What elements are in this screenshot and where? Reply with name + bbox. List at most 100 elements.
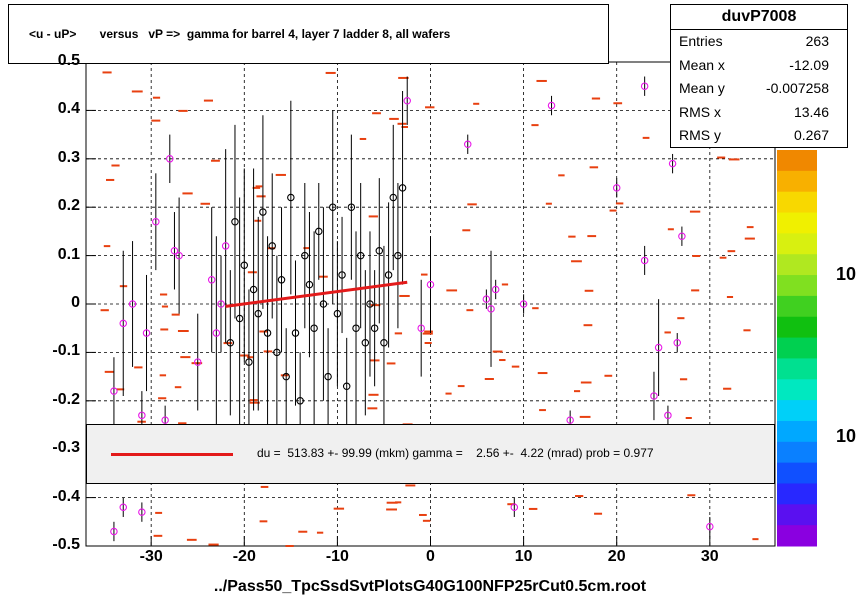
data-point <box>273 348 281 357</box>
data-point <box>612 184 621 192</box>
y-tick-label: 0.4 <box>57 100 80 118</box>
palette-cell <box>777 379 817 401</box>
data-point <box>110 387 118 395</box>
palette-cell <box>777 337 817 359</box>
palette-cell <box>777 233 817 255</box>
data-point <box>263 329 272 337</box>
palette-cell <box>777 525 817 547</box>
x-tick-label: 0 <box>426 548 435 565</box>
palette-cell <box>777 275 817 297</box>
legend-fit-text: du = 513.83 +- 99.99 (mkm) gamma = 2.56 … <box>257 446 654 460</box>
palette-cell <box>777 400 817 422</box>
data-point <box>110 527 118 536</box>
y-tick-label: 0.3 <box>57 148 80 166</box>
stats-key: Mean x <box>679 56 725 73</box>
data-point <box>319 300 328 308</box>
y-tick-label: -0.3 <box>52 439 80 457</box>
fit-legend: du = 513.83 +- 99.99 (mkm) gamma = 2.56 … <box>86 424 775 484</box>
data-point <box>170 247 179 255</box>
palette-cell <box>777 191 817 214</box>
x-axis-title: ../Pass50_TpcSsdSvtPlotsG40G100NFP25rCut… <box>213 578 647 595</box>
data-point <box>277 276 286 284</box>
x-tick-label: 10 <box>514 548 533 565</box>
data-point <box>296 397 304 405</box>
stats-key: Entries <box>679 33 723 49</box>
stats-key: Mean y <box>679 80 725 96</box>
data-point <box>361 338 370 347</box>
data-point <box>678 232 686 240</box>
x-tick-label: 30 <box>700 548 719 565</box>
data-point <box>640 82 649 90</box>
data-point <box>119 503 127 512</box>
y-tick-label: 0.5 <box>57 52 80 69</box>
data-point <box>221 242 230 250</box>
data-point <box>245 358 253 366</box>
data-point <box>673 338 681 347</box>
stats-value: 263 <box>805 33 829 49</box>
data-point <box>668 159 677 168</box>
data-point <box>119 319 127 328</box>
data-point <box>519 300 528 308</box>
data-point <box>207 276 216 284</box>
x-tick-label: -20 <box>232 548 256 565</box>
palette-cell <box>777 504 817 526</box>
y-tick-label: -0.1 <box>52 342 80 360</box>
data-point <box>328 203 337 211</box>
data-point <box>254 309 263 318</box>
data-point <box>482 295 491 303</box>
data-point <box>231 217 239 226</box>
data-point <box>259 208 267 216</box>
data-point <box>640 256 649 265</box>
data-point <box>352 324 360 332</box>
data-point <box>315 227 323 236</box>
stats-value: -12.09 <box>789 56 829 73</box>
data-point <box>128 300 137 308</box>
color-palette <box>777 150 817 547</box>
data-point <box>268 242 276 250</box>
data-point <box>366 300 374 308</box>
data-point <box>138 508 146 516</box>
y-tick-label: -0.5 <box>52 536 80 553</box>
data-point <box>301 251 309 260</box>
data-point <box>138 411 146 420</box>
data-point <box>654 343 663 352</box>
y-tick-label: 0.2 <box>57 197 80 215</box>
data-point <box>547 101 556 110</box>
data-point <box>491 285 500 294</box>
palette-cell <box>777 295 817 318</box>
palette-cell <box>777 254 817 276</box>
data-point <box>338 271 346 279</box>
data-point <box>426 280 435 289</box>
data-point <box>240 261 249 270</box>
fit-line-segment <box>225 280 408 308</box>
data-point <box>398 184 407 192</box>
data-point <box>356 251 365 260</box>
profile-points <box>110 76 714 542</box>
stats-row: Mean y -0.007258 <box>671 77 847 101</box>
data-point <box>235 314 244 323</box>
data-point <box>175 251 183 260</box>
x-tick-label: -10 <box>325 548 349 565</box>
data-point <box>291 329 300 337</box>
data-point <box>347 203 356 211</box>
data-point <box>193 358 202 366</box>
data-point <box>566 416 574 424</box>
data-point <box>282 372 290 381</box>
data-point <box>142 329 151 337</box>
palette-cell <box>777 483 817 505</box>
data-point <box>375 247 384 255</box>
stats-box: duvP7008 Entries 263 Mean x -12.09 Mean y -… <box>670 4 848 148</box>
palette-label: 10 <box>836 264 857 284</box>
data-point <box>384 271 393 279</box>
stats-row: RMS y 0.267 <box>671 124 847 148</box>
data-point <box>310 324 318 332</box>
data-point <box>287 193 295 202</box>
data-point <box>342 382 351 391</box>
y-tick-label: 0 <box>71 294 80 311</box>
data-point <box>664 411 672 420</box>
palette-cell <box>777 212 817 234</box>
y-tick-label: 0.1 <box>57 245 80 263</box>
data-point <box>249 285 258 294</box>
data-point <box>380 338 388 347</box>
palette-label: 10 <box>836 426 857 446</box>
